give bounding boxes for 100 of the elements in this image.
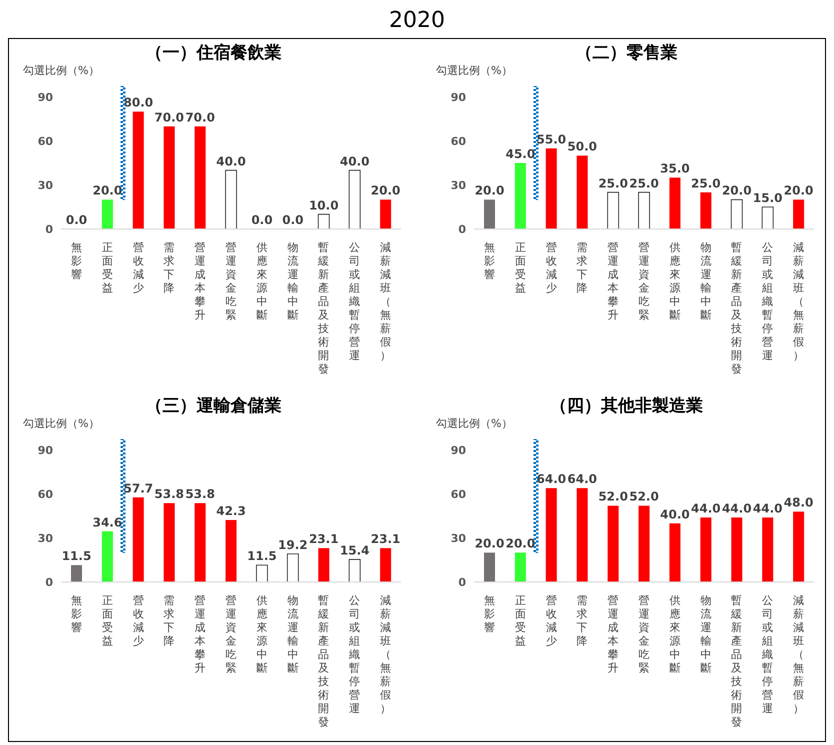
data-label: 40.0 xyxy=(216,154,246,168)
bar xyxy=(700,517,712,582)
x-tick-label: 需求下降 xyxy=(576,241,588,294)
bar xyxy=(194,126,206,229)
bar xyxy=(638,192,650,229)
x-tick-label: 營運成本攀升 xyxy=(194,594,206,674)
data-label: 52.0 xyxy=(629,490,659,504)
category-label: 暫緩新產品及技術開發 xyxy=(731,594,742,728)
category-label: 暫緩新產品及技術開發 xyxy=(318,594,330,728)
data-label: 11.5 xyxy=(247,549,277,564)
data-label: 10.0 xyxy=(308,198,339,212)
bar xyxy=(762,206,774,229)
data-label: 25.0 xyxy=(598,176,628,190)
bar xyxy=(286,553,299,582)
bar xyxy=(164,503,175,582)
y-tick-label: 30 xyxy=(38,178,54,192)
category-label: 減薪減班（無薪假） xyxy=(793,241,804,362)
bar xyxy=(484,200,495,229)
data-label: 11.5 xyxy=(62,549,92,564)
x-tick-label: 營運成本攀升 xyxy=(194,241,206,322)
bar xyxy=(576,488,588,582)
data-label: 53.8 xyxy=(154,487,184,502)
x-tick-label: 營運資金吃緊 xyxy=(226,594,236,674)
text: 2020 xyxy=(388,8,446,35)
data-label: 53.8 xyxy=(185,487,215,502)
data-label: 23.1 xyxy=(308,532,339,546)
bar xyxy=(380,200,392,229)
bar xyxy=(730,199,743,229)
bar xyxy=(71,565,82,582)
data-label: 57.7 xyxy=(124,481,154,496)
data-label: 42.3 xyxy=(216,504,246,518)
y-tick-label: 90 xyxy=(450,90,466,104)
x-tick-label: 供應來源中斷 xyxy=(256,241,268,322)
x-tick-label: 營收減少 xyxy=(546,241,557,294)
bar xyxy=(102,200,113,229)
data-label: 0.0 xyxy=(282,212,304,227)
y-axis-title: 勾選比例（%） xyxy=(436,63,514,79)
y-tick-label: 60 xyxy=(38,488,54,501)
bar xyxy=(484,552,495,582)
x-tick-label: 需求下降 xyxy=(164,594,175,648)
bar xyxy=(514,552,526,582)
category-label: 公司或組織暫停營運 xyxy=(762,241,774,362)
y-tick-label: 0 xyxy=(458,576,466,589)
data-label: 20.0 xyxy=(92,184,122,198)
x-tick-label: 營運資金吃緊 xyxy=(638,594,650,674)
bar xyxy=(607,192,620,229)
category-label: 暫緩新產品及技術開發 xyxy=(318,241,330,376)
y-tick-label: 0 xyxy=(45,576,54,589)
chart-title: （三）運輸倉儲業 xyxy=(144,395,282,416)
chart-title: （二）零售業 xyxy=(574,42,678,63)
y-tick-label: 60 xyxy=(450,488,466,501)
y-tick-label: 60 xyxy=(450,134,466,148)
y-tick-label: 0 xyxy=(458,222,466,236)
data-label: 64.0 xyxy=(536,472,566,486)
data-label: 52.0 xyxy=(598,490,628,504)
y-tick-label: 60 xyxy=(38,134,54,148)
data-label: 0.0 xyxy=(251,212,273,227)
data-label: 44.0 xyxy=(691,501,721,516)
data-label: 44.0 xyxy=(722,501,752,516)
bar xyxy=(762,517,774,582)
data-label: 0.0 xyxy=(66,212,88,227)
bar xyxy=(194,503,206,582)
data-label: 20.0 xyxy=(506,536,536,551)
data-label: 20.0 xyxy=(474,536,504,551)
x-tick-label: 供應來源中斷 xyxy=(256,594,268,674)
x-tick-label: 無影響 xyxy=(484,241,495,281)
x-tick-label: 營收減少 xyxy=(132,594,144,648)
chart-title: （一）住宿餐飲業 xyxy=(144,42,282,63)
y-tick-label: 30 xyxy=(450,532,466,545)
bar xyxy=(700,192,712,229)
data-label: 40.0 xyxy=(340,154,370,168)
bar xyxy=(164,126,175,229)
y-tick-label: 30 xyxy=(450,178,466,192)
x-tick-label: 正面受益 xyxy=(514,594,526,648)
bar xyxy=(638,506,650,582)
data-label: 34.6 xyxy=(92,515,122,530)
bar xyxy=(348,559,361,582)
x-tick-label: 物流運輸中斷 xyxy=(700,594,712,674)
category-label: 減薪減班（無薪假） xyxy=(380,594,392,715)
data-label: 20.0 xyxy=(722,184,752,198)
x-tick-label: 物流運輸中斷 xyxy=(287,241,298,322)
y-tick-label: 0 xyxy=(45,222,54,236)
category-label: 減薪減班（無薪假） xyxy=(380,241,392,362)
bar xyxy=(225,170,237,229)
bar xyxy=(576,156,588,229)
y-tick-label: 90 xyxy=(38,90,54,104)
data-label: 15.4 xyxy=(340,543,370,558)
x-tick-label: 物流運輸中斷 xyxy=(287,594,298,674)
x-tick-label: 正面受益 xyxy=(514,241,526,294)
y-tick-label: 90 xyxy=(38,444,54,457)
y-tick-label: 90 xyxy=(450,444,466,457)
bar xyxy=(608,506,619,582)
x-tick-label: 需求下降 xyxy=(164,241,175,294)
x-tick-label: 正面受益 xyxy=(102,594,113,648)
bar xyxy=(348,170,361,229)
x-tick-label: 營運資金吃緊 xyxy=(226,241,236,322)
x-tick-label: 無影響 xyxy=(70,594,82,634)
data-label: 20.0 xyxy=(474,184,504,198)
bar xyxy=(132,497,144,582)
x-tick-label: 供應來源中斷 xyxy=(669,594,680,674)
